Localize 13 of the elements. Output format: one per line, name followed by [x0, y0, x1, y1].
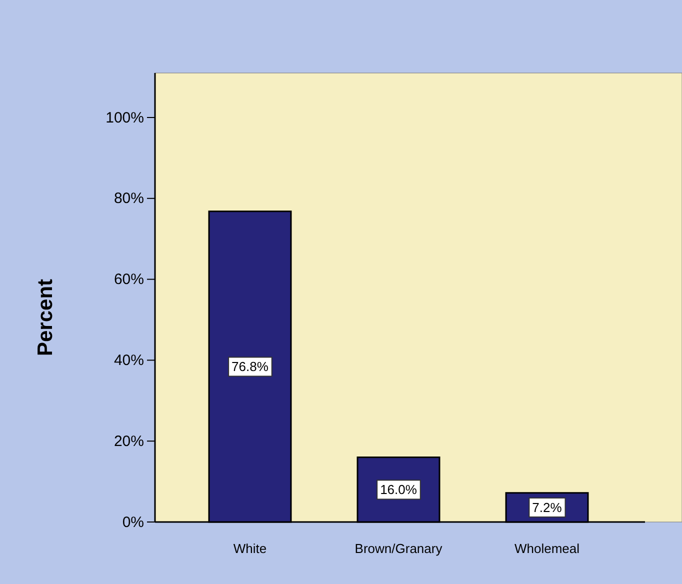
x-tick-label: Brown/Granary — [354, 541, 443, 556]
y-tick-label: 60% — [114, 271, 144, 288]
data-label: 16.0% — [380, 482, 418, 498]
y-tick-label: 40% — [114, 352, 144, 369]
y-axis-title: Percent — [34, 278, 57, 356]
y-tick-label: 80% — [114, 190, 144, 208]
x-tick-label: White — [233, 541, 267, 556]
y-tick-label: 100% — [106, 109, 144, 126]
data-label: 7.2% — [532, 500, 562, 515]
data-label: 76.8% — [232, 359, 269, 374]
x-tick-label: Wholemeal — [514, 541, 580, 556]
y-tick-label: 0% — [122, 514, 144, 531]
y-tick-label: 20% — [114, 432, 144, 450]
